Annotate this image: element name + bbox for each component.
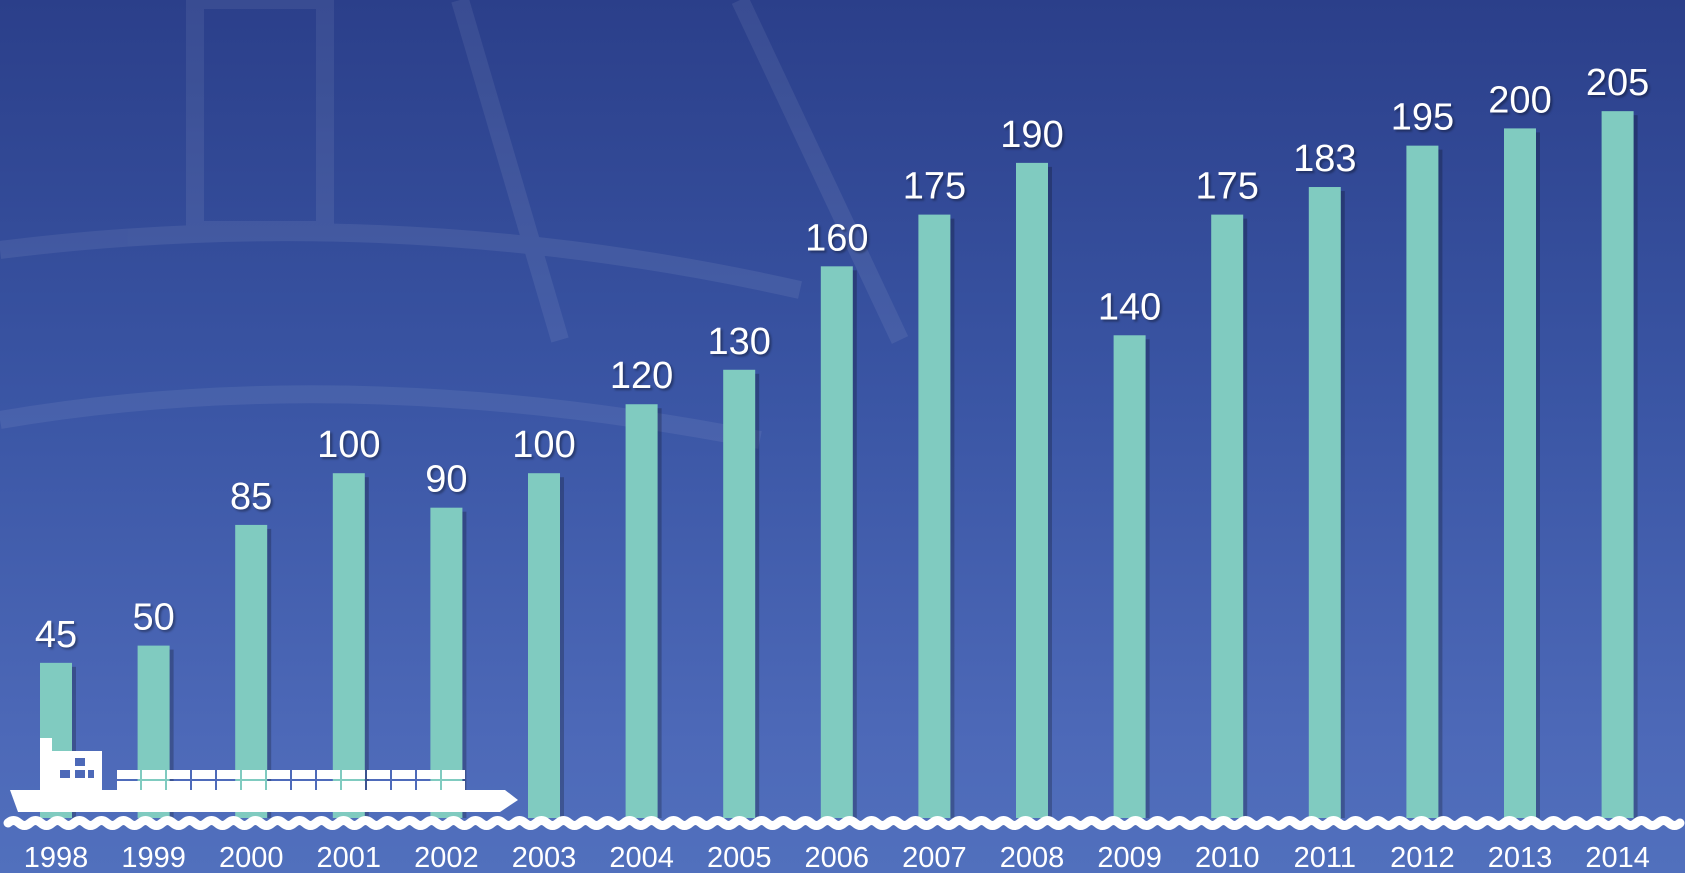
x-tick-label-2007: 2007 — [902, 842, 967, 873]
bar-2001 — [332, 473, 365, 818]
bar-2000 — [235, 524, 268, 818]
x-tick-label-2011: 2011 — [1294, 842, 1356, 873]
x-tick-label-2012: 2012 — [1390, 842, 1455, 873]
ship-container — [417, 770, 440, 779]
wave-line — [3, 816, 1685, 830]
bar-2003 — [528, 473, 560, 818]
x-tick-label-1999: 1999 — [121, 842, 186, 873]
x-axis-tick-labels: 1998 1999 2000 2001 2002 2003 2004 2005 2006 2007… — [24, 842, 1650, 873]
x-tick-label-2004: 2004 — [609, 842, 674, 873]
data-label-2014: 205 — [1586, 62, 1649, 104]
background-watermark — [0, 0, 909, 449]
bar-2012 — [1406, 145, 1439, 818]
ship-window — [75, 770, 85, 778]
bar-2013 — [1504, 128, 1536, 818]
data-label-2007: 175 — [903, 166, 966, 208]
bar-2011 — [1308, 187, 1341, 819]
container-ship-icon — [10, 738, 518, 812]
ship-container — [117, 770, 140, 779]
ship-container — [117, 781, 140, 790]
ship-container — [367, 781, 390, 790]
value-labels-layer: 45 50 85 100 90 100 120 130 160 175 190 140 175 183 19… — [35, 62, 1649, 656]
data-label-2001: 100 — [317, 424, 380, 466]
data-label-2002: 90 — [425, 459, 467, 501]
data-label-2000: 85 — [230, 476, 272, 518]
ship-container — [192, 781, 215, 790]
bar-2010 — [1211, 214, 1244, 819]
data-label-2013: 200 — [1488, 79, 1551, 121]
data-label-2011: 183 — [1293, 138, 1356, 180]
ship-container — [217, 781, 240, 790]
ship-deck — [100, 792, 470, 796]
x-tick-label-2000: 2000 — [219, 842, 284, 873]
ship-container — [267, 770, 290, 779]
ship-bridge-mast — [40, 738, 52, 792]
x-tick-label-1998: 1998 — [24, 842, 89, 873]
ship-container — [167, 781, 190, 790]
data-label-1999: 50 — [132, 597, 174, 639]
data-label-2004: 120 — [610, 355, 673, 397]
data-label-2009: 140 — [1098, 286, 1161, 328]
ship-container — [142, 781, 165, 790]
ship-window — [88, 770, 94, 778]
ship-containers — [100, 770, 470, 796]
x-tick-label-2010: 2010 — [1195, 842, 1260, 873]
x-tick-label-2003: 2003 — [512, 842, 577, 873]
x-tick-label-2013: 2013 — [1488, 842, 1553, 873]
bar-2008 — [1016, 162, 1048, 818]
data-label-2012: 195 — [1391, 97, 1454, 139]
x-tick-label-2009: 2009 — [1097, 842, 1162, 873]
ship-container — [392, 781, 415, 790]
data-label-2006: 160 — [805, 217, 868, 259]
ship-container — [292, 770, 315, 779]
ship-container — [392, 770, 415, 779]
ship-window — [75, 758, 85, 766]
bar-2004 — [625, 404, 658, 818]
ship-container — [242, 781, 265, 790]
x-tick-label-2001: 2001 — [317, 842, 382, 873]
bar-2014 — [1601, 111, 1634, 818]
x-tick-label-2002: 2002 — [414, 842, 479, 873]
ship-container — [317, 770, 340, 779]
ship-container — [217, 770, 240, 779]
bar-2009 — [1113, 335, 1146, 818]
ship-container — [317, 781, 340, 790]
bar-2006 — [820, 266, 853, 818]
bar-2007 — [918, 214, 951, 819]
x-tick-label-2006: 2006 — [805, 842, 870, 873]
data-label-2008: 190 — [1000, 114, 1063, 156]
ship-container — [167, 770, 190, 779]
bars-layer — [40, 111, 1638, 819]
ship-container — [267, 781, 290, 790]
ship-window — [60, 770, 70, 778]
data-label-2010: 175 — [1195, 166, 1258, 208]
x-tick-label-2008: 2008 — [1000, 842, 1065, 873]
ship-container — [292, 781, 315, 790]
bar-2002 — [430, 507, 463, 818]
data-label-2003: 100 — [512, 424, 575, 466]
ship-container — [367, 770, 390, 779]
x-tick-label-2014: 2014 — [1585, 842, 1650, 873]
ship-container — [442, 781, 465, 790]
ship-container — [442, 770, 465, 779]
ship-container — [142, 770, 165, 779]
x-tick-label-2005: 2005 — [707, 842, 772, 873]
ship-container — [417, 781, 440, 790]
ship-container — [342, 770, 365, 779]
data-label-1998: 45 — [35, 614, 77, 656]
ship-container — [242, 770, 265, 779]
bar-2005 — [723, 369, 756, 818]
data-label-2005: 130 — [707, 321, 770, 363]
ship-container — [342, 781, 365, 790]
ship-container — [192, 770, 215, 779]
